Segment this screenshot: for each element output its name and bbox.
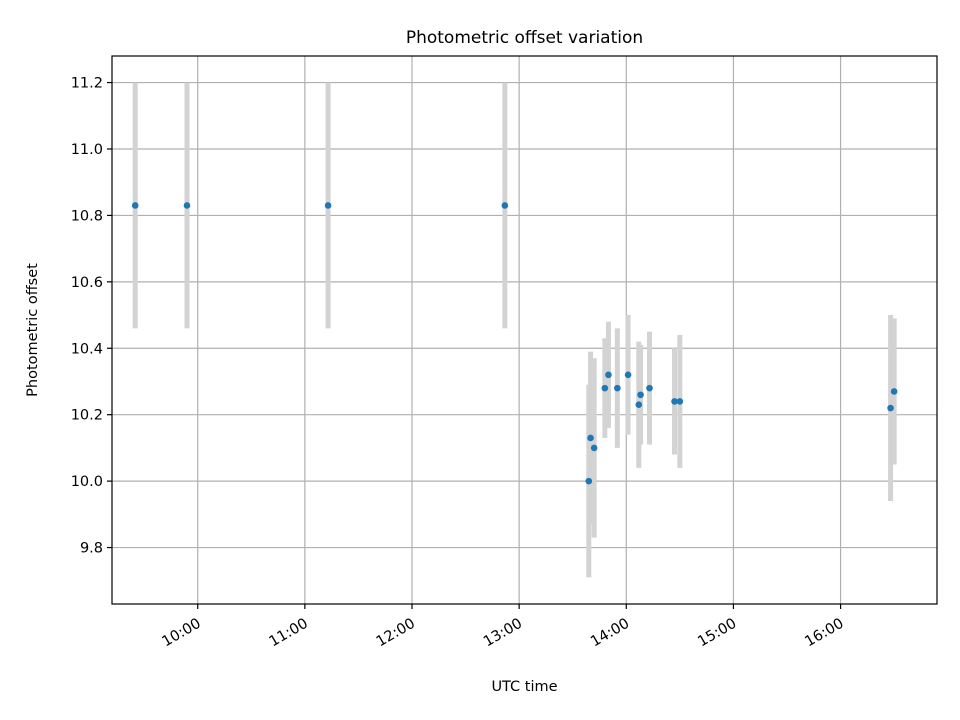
data-point (324, 202, 332, 209)
y-tick-label: 10.8 (71, 208, 103, 224)
y-tick-label: 10.2 (71, 408, 103, 424)
data-point (614, 384, 621, 392)
data-point (587, 434, 594, 442)
data-point (601, 384, 609, 392)
x-axis-label: UTC time (491, 679, 557, 695)
data-point (501, 202, 509, 209)
data-point (624, 371, 632, 379)
plot-area-frame (111, 55, 938, 605)
data-point (637, 391, 644, 399)
data-point (646, 384, 653, 392)
y-tick-label: 9.8 (80, 541, 103, 557)
y-axis-label: Photometric offset (25, 263, 41, 397)
data-point (671, 398, 678, 405)
data-point (131, 202, 139, 209)
y-tick-label: 10.0 (71, 474, 103, 490)
data-point (590, 444, 598, 452)
data-points (131, 202, 898, 485)
data-point (183, 202, 191, 209)
y-tick-label: 10.4 (71, 341, 103, 357)
data-point (890, 388, 898, 395)
y-tick-label: 10.6 (71, 275, 103, 291)
data-point (635, 401, 643, 409)
y-tick-label: 11.2 (71, 76, 103, 92)
y-tick-label: 11.0 (71, 142, 103, 158)
data-point (887, 404, 894, 412)
data-point (676, 398, 684, 405)
chart-title: Photometric offset variation (406, 28, 643, 48)
data-point (605, 371, 612, 379)
data-point (585, 477, 593, 485)
y-axis-ticks: 9.8 10.0 10.2 10.4 10.6 10.8 11.0 11.2 (71, 76, 112, 557)
